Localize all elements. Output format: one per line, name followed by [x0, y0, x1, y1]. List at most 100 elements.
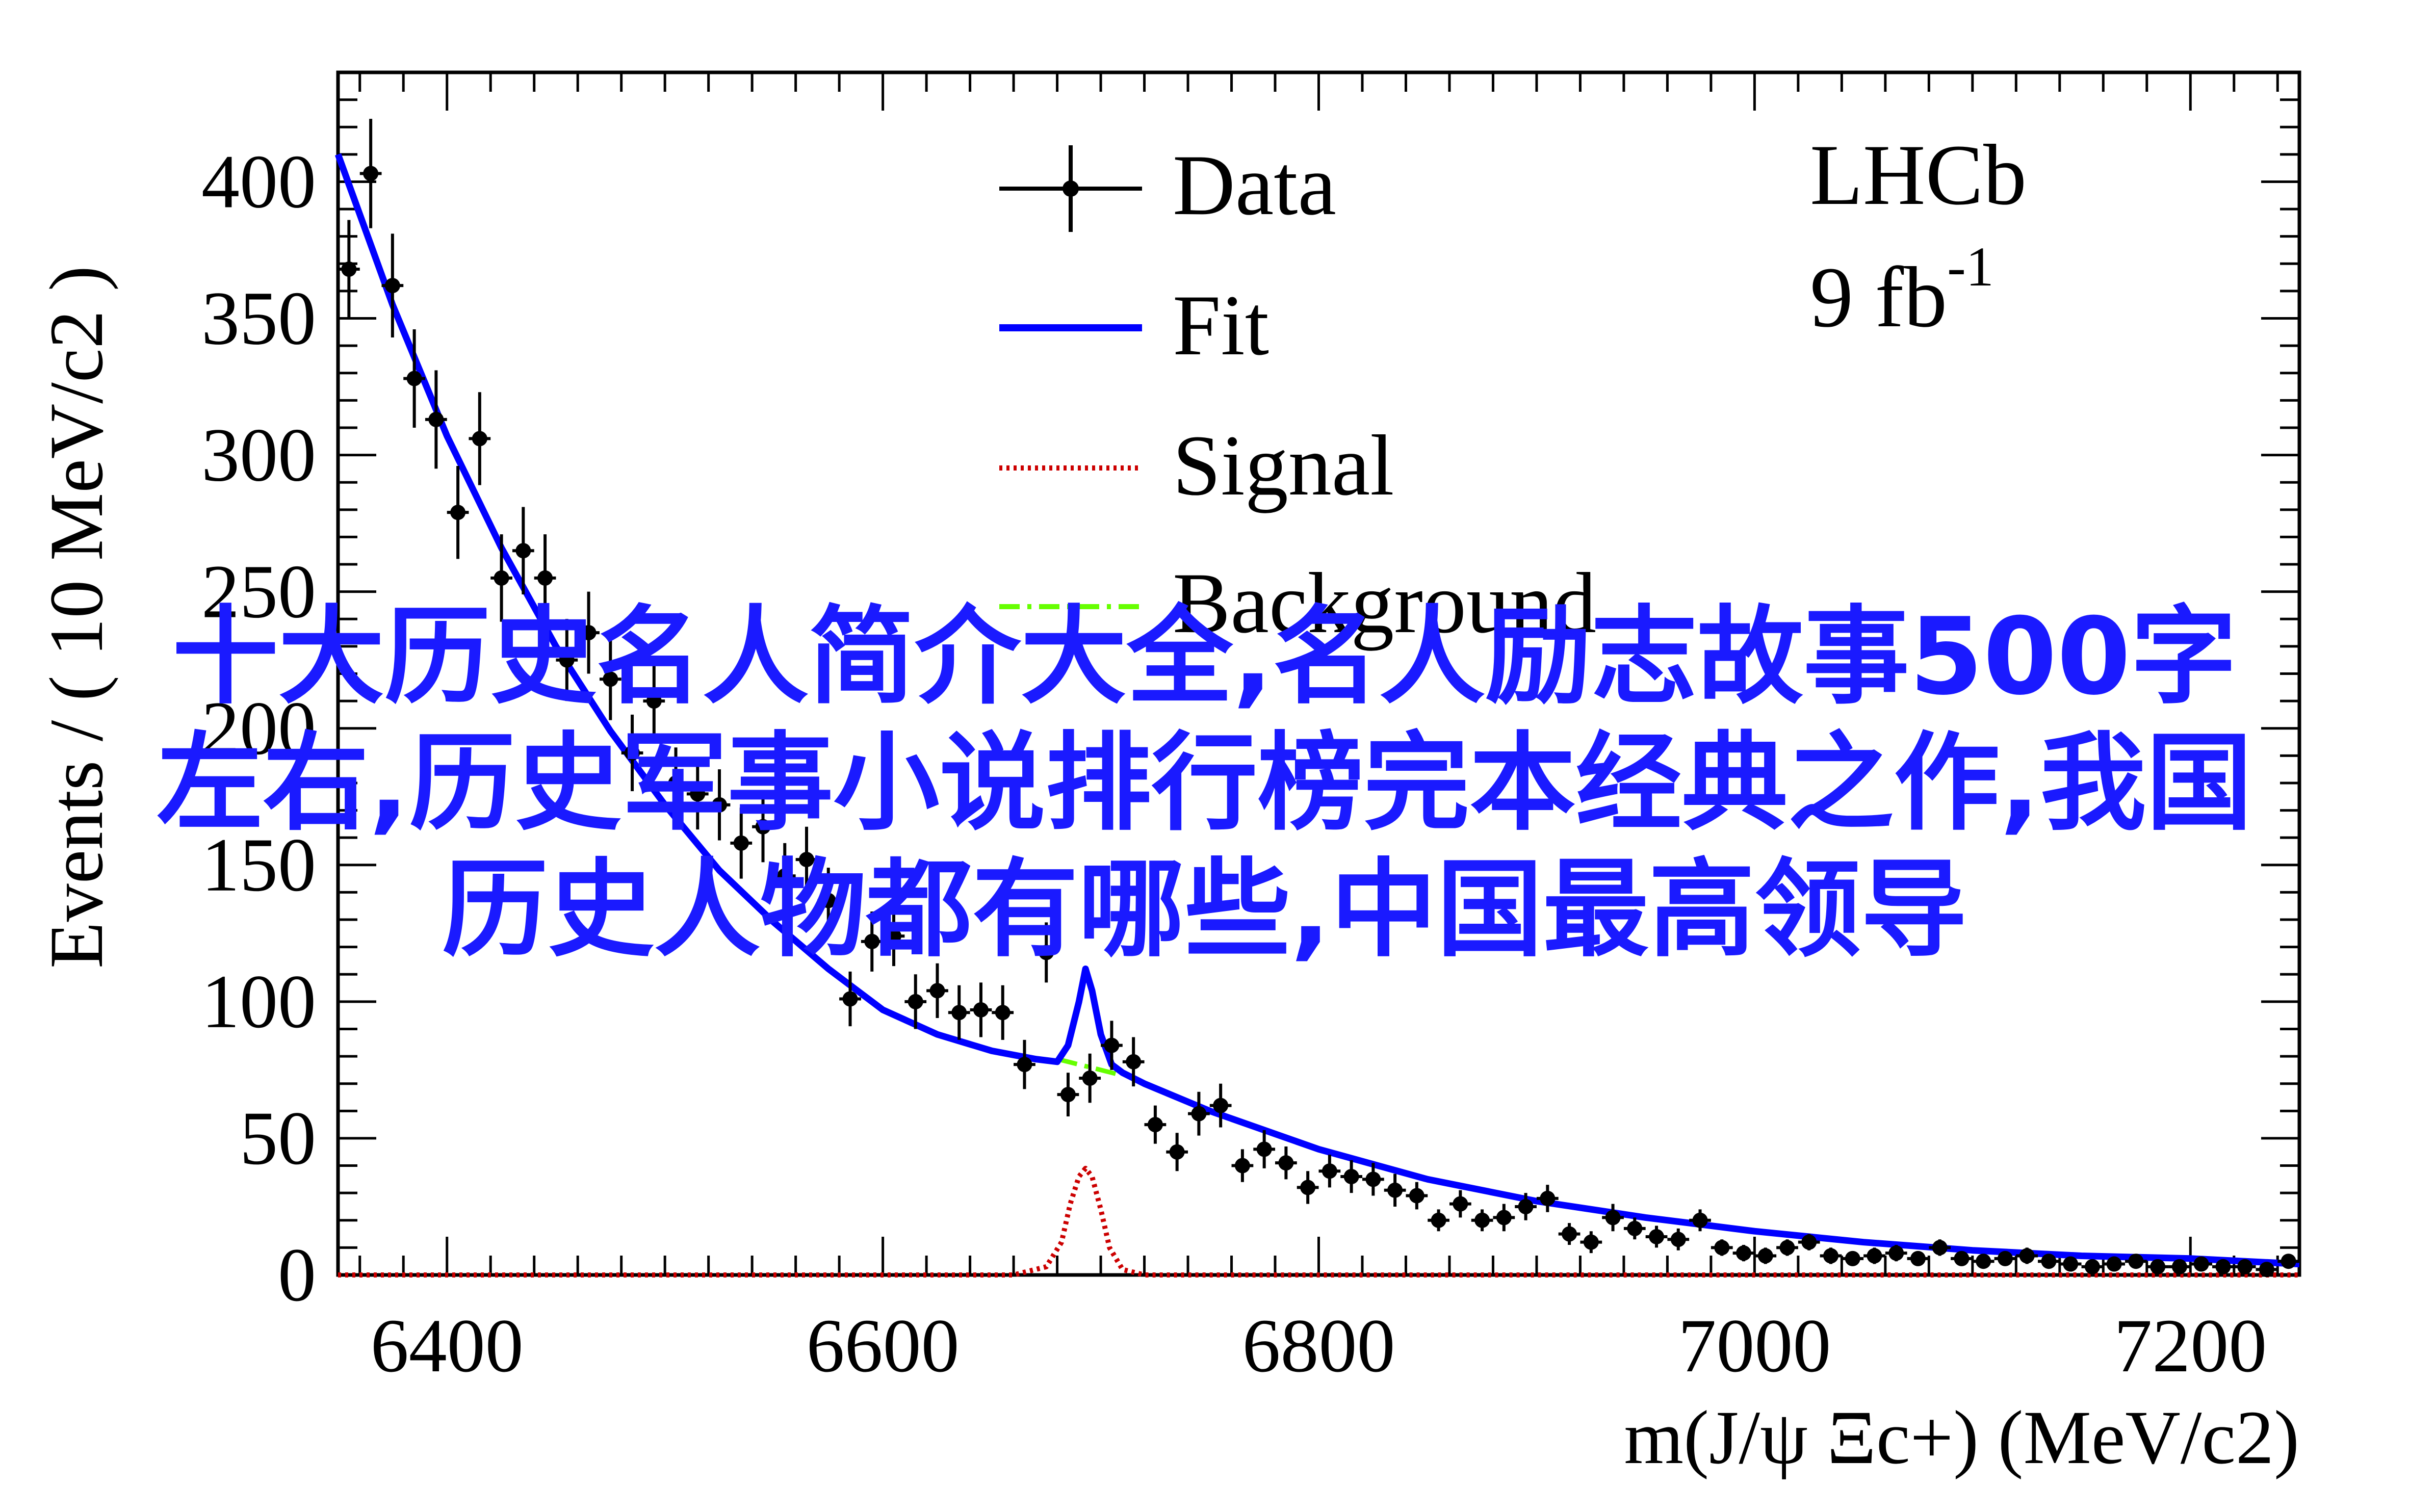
data-point — [708, 769, 731, 841]
data-marker — [864, 933, 880, 949]
legend-entry-background: Background — [999, 555, 1596, 651]
data-marker — [1191, 1106, 1207, 1122]
data-marker — [1823, 1248, 1838, 1264]
data-marker — [1147, 1117, 1163, 1133]
data-marker — [2150, 1259, 2166, 1274]
data-point — [2256, 1262, 2278, 1278]
data-point — [1711, 1239, 1733, 1256]
data-marker — [603, 671, 618, 687]
data-point — [1340, 1160, 1362, 1193]
data-marker — [1322, 1163, 1337, 1179]
data-point — [469, 392, 491, 485]
data-marker — [2106, 1256, 2122, 1272]
data-point — [1471, 1209, 1493, 1232]
data-marker — [1213, 1098, 1229, 1113]
data-point — [512, 507, 534, 595]
overlay-headline: 十大历史名人简介大全,名人励志故事500字 左右,历史军事小说排行榜完本经典之作… — [0, 594, 2409, 973]
data-point — [556, 619, 578, 701]
data-marker — [1169, 1144, 1185, 1160]
y-tick-label: 250 — [201, 550, 316, 634]
data-point — [1231, 1149, 1254, 1182]
data-point — [2038, 1254, 2060, 1269]
y-tick-label: 150 — [201, 823, 316, 907]
data-marker — [1910, 1250, 1926, 1266]
data-point — [1101, 1021, 1123, 1070]
legend-label-data: Data — [1173, 137, 1336, 233]
data-point — [1166, 1133, 1188, 1171]
data-marker — [515, 543, 531, 559]
data-point — [1929, 1239, 1951, 1256]
y-axis-label: Events / ( 10 MeV/c2 ) — [34, 266, 119, 969]
legend-label-background: Background — [1173, 555, 1596, 651]
data-point — [2059, 1256, 2082, 1272]
data-marker — [1583, 1234, 1599, 1250]
y-tick-label: 200 — [201, 686, 316, 771]
data-marker — [363, 166, 379, 181]
x-axis-label: m(J/ψ Ξc+) (MeV/c2) — [1624, 1395, 2299, 1480]
data-point — [1253, 1130, 1276, 1168]
data-marker — [1932, 1240, 1948, 1256]
data-point — [926, 963, 948, 1019]
data-point — [992, 985, 1014, 1040]
data-point — [2081, 1259, 2104, 1274]
data-marker — [1627, 1220, 1643, 1236]
overlay-line-3: 历史人物都有哪些,中国最高领导 — [442, 848, 1967, 972]
data-point — [578, 591, 600, 674]
data-point — [2168, 1259, 2191, 1274]
data-point — [1536, 1185, 1559, 1212]
data-point — [599, 638, 621, 720]
data-marker — [1714, 1240, 1730, 1256]
data-marker — [886, 928, 901, 944]
data-point — [1951, 1250, 1973, 1266]
data-marker — [2281, 1254, 2296, 1269]
data-marker — [472, 431, 487, 447]
data-marker — [1736, 1245, 1752, 1261]
data-point — [2125, 1254, 2147, 1269]
data-marker — [1779, 1240, 1795, 1256]
luminosity-label: 9 fb-1 — [1810, 236, 1994, 345]
data-marker — [733, 835, 749, 851]
data-point — [686, 758, 709, 830]
data-marker — [973, 1002, 989, 1018]
x-tick-label: 7200 — [2114, 1304, 2267, 1388]
data-marker — [1562, 1226, 1577, 1242]
data-point — [730, 807, 753, 879]
data-marker — [1801, 1234, 1817, 1250]
data-point — [2190, 1256, 2213, 1272]
background-curve — [1056, 1057, 1123, 1078]
signal-curve — [338, 1165, 2299, 1278]
overlay-line-2: 左右,历史军事小说排行榜完本经典之作,我国 — [157, 722, 2252, 845]
data-point — [1994, 1250, 2016, 1266]
data-point — [1580, 1231, 1602, 1254]
legend-entry-signal: Signal — [999, 418, 1394, 513]
data-marker — [494, 570, 509, 586]
legend-data-marker — [1063, 180, 1079, 197]
luminosity-value: 9 fb — [1810, 249, 1947, 345]
legend: Data Fit Signal Background — [999, 137, 1596, 651]
data-marker — [2063, 1256, 2079, 1272]
data-marker — [1888, 1245, 1904, 1261]
data-point — [534, 534, 556, 622]
data-marker — [1997, 1250, 2013, 1266]
data-marker — [755, 819, 771, 835]
x-tick-label: 6600 — [807, 1304, 960, 1388]
data-marker — [537, 570, 553, 586]
data-marker — [1976, 1254, 1991, 1269]
data-point — [1732, 1245, 1755, 1262]
x-tick-labels: 6400 6600 6800 7000 7200 — [371, 1304, 2267, 1388]
data-marker — [341, 262, 357, 277]
data-point — [425, 370, 447, 469]
data-marker — [1234, 1158, 1250, 1174]
data-marker — [450, 505, 466, 520]
data-point — [643, 663, 665, 740]
data-point — [1863, 1247, 1885, 1264]
data-marker — [581, 625, 597, 641]
data-marker — [406, 371, 422, 386]
data-point — [1972, 1254, 1994, 1269]
data-marker — [1409, 1188, 1424, 1204]
data-point — [338, 220, 360, 319]
experiment-label: LHCb — [1810, 127, 2027, 223]
data-point — [1384, 1174, 1406, 1207]
data-point — [403, 329, 425, 428]
data-marker — [1256, 1141, 1272, 1157]
